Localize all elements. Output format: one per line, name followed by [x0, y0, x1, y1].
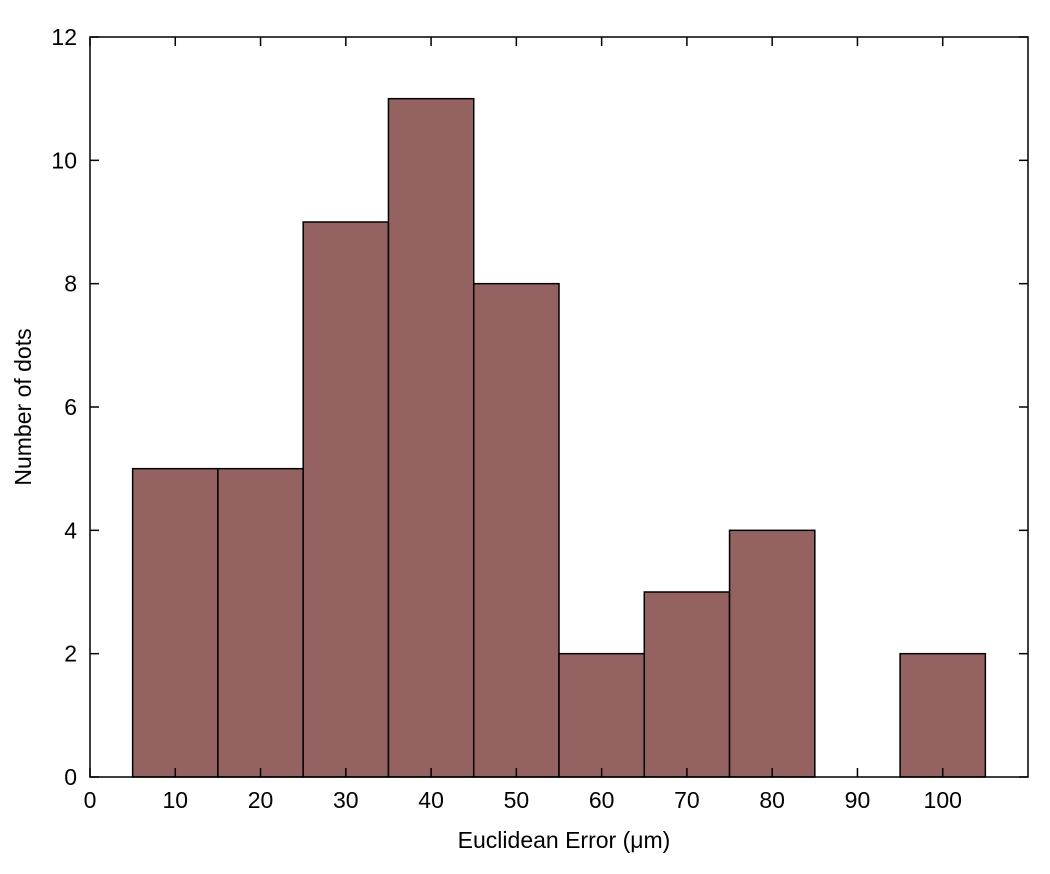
x-tick-label: 30: [333, 787, 359, 813]
bar-70: [643, 591, 731, 778]
y-tick-label: 4: [64, 517, 77, 543]
bar-100: [899, 652, 987, 778]
bar-60: [558, 652, 646, 778]
x-tick-label: 40: [418, 787, 444, 813]
x-axis-label: Euclidean Error (μm): [458, 827, 671, 853]
y-tick-label: 12: [51, 24, 77, 50]
bar-30: [302, 221, 390, 778]
y-tick-label: 2: [64, 641, 77, 667]
tick-labels-group: 0 10 20 30 40 50 60 70 80 90 100 0 2 4 6 8 10 12: [51, 24, 962, 813]
y-tick-label: 0: [64, 764, 77, 790]
x-tick-label: 90: [845, 787, 871, 813]
x-tick-label: 80: [759, 787, 785, 813]
x-tick-label: 10: [162, 787, 188, 813]
bar-10: [131, 467, 219, 778]
bars-group: [131, 97, 987, 778]
bar-40: [387, 97, 475, 778]
bar-50: [472, 282, 560, 778]
x-tick-label: 100: [924, 787, 962, 813]
x-tick-label: 20: [248, 787, 274, 813]
y-tick-label: 6: [64, 394, 77, 420]
x-tick-label: 70: [674, 787, 700, 813]
ticks-group: [89, 36, 1028, 778]
y-axis-label: Number of dots: [10, 328, 36, 485]
x-tick-label: 0: [84, 787, 97, 813]
y-tick-label: 8: [64, 271, 77, 297]
x-tick-label: 60: [589, 787, 615, 813]
bar-80: [728, 529, 816, 778]
x-tick-label: 50: [504, 787, 530, 813]
bar-20: [217, 467, 304, 778]
y-tick-label: 10: [51, 147, 77, 173]
